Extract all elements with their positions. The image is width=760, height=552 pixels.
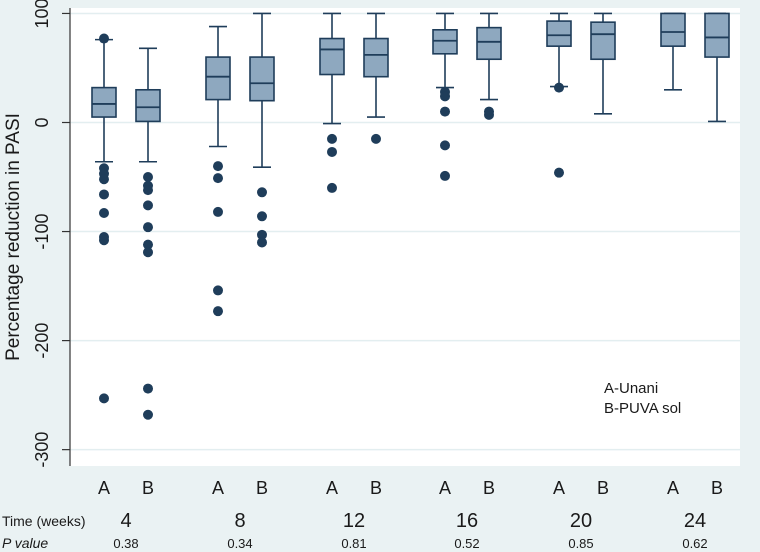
time-value: 4 xyxy=(120,510,131,532)
plot-area xyxy=(70,8,740,466)
y-tick-label: 100 xyxy=(32,0,52,28)
outlier-point xyxy=(327,146,337,157)
box-label: B xyxy=(711,478,723,498)
box-iqr xyxy=(546,20,572,47)
y-tick-label: -200 xyxy=(32,323,52,359)
outlier-point xyxy=(143,185,153,196)
outlier-point xyxy=(99,393,109,404)
legend-entry-b: B-PUVA sol xyxy=(604,400,681,417)
outlier-point xyxy=(554,167,564,178)
box-iqr xyxy=(91,86,117,118)
outlier-point xyxy=(440,170,450,181)
outlier-point xyxy=(143,247,153,258)
p-value-row-title: P value xyxy=(2,535,48,551)
p-value: 0.52 xyxy=(454,536,479,551)
outlier-point xyxy=(257,187,267,198)
box-label: A xyxy=(439,478,451,498)
outlier-point xyxy=(213,206,223,217)
outlier-point xyxy=(213,161,223,172)
outlier-point xyxy=(99,208,109,219)
legend: A-Unani B-PUVA sol xyxy=(604,380,681,417)
outlier-point xyxy=(257,237,267,248)
outlier-point xyxy=(484,109,494,120)
y-axis-title: Percentage reduction in PASI xyxy=(3,113,24,361)
outlier-point xyxy=(440,106,450,117)
outlier-point xyxy=(327,133,337,144)
outlier-point xyxy=(257,229,267,240)
time-value: 20 xyxy=(570,510,592,532)
y-tick-label: -300 xyxy=(32,432,52,468)
time-value: 16 xyxy=(456,510,478,532)
box-series xyxy=(91,12,730,420)
outlier-point xyxy=(213,285,223,296)
p-value: 0.85 xyxy=(568,536,593,551)
outlier-point xyxy=(99,235,109,246)
box-label: B xyxy=(370,478,382,498)
box-label: A xyxy=(212,478,224,498)
time-value: 24 xyxy=(684,510,706,532)
p-value: 0.81 xyxy=(341,536,366,551)
outlier-point xyxy=(143,239,153,250)
time-value: 8 xyxy=(234,510,245,532)
box-label: B xyxy=(483,478,495,498)
outlier-point xyxy=(371,133,381,144)
box-label: B xyxy=(597,478,609,498)
p-value: 0.38 xyxy=(113,536,138,551)
box-iqr xyxy=(432,29,458,55)
box-iqr xyxy=(476,26,502,61)
box-label: A xyxy=(326,478,338,498)
outlier-point xyxy=(257,211,267,222)
box-label: B xyxy=(142,478,154,498)
outlier-point xyxy=(99,174,109,185)
outlier-point xyxy=(440,91,450,102)
y-tick-label: -100 xyxy=(32,214,52,250)
time-value: 12 xyxy=(343,510,365,532)
outlier-point xyxy=(213,173,223,184)
outlier-point xyxy=(143,383,153,394)
outlier-point xyxy=(143,172,153,183)
box-label: A xyxy=(553,478,565,498)
outlier-point xyxy=(99,189,109,200)
box-iqr xyxy=(660,12,686,47)
gridlines xyxy=(70,12,740,451)
legend-entry-a: A-Unani xyxy=(604,380,658,397)
box-label: A xyxy=(667,478,679,498)
p-value: 0.62 xyxy=(682,536,707,551)
box-label: B xyxy=(256,478,268,498)
outlier-point xyxy=(143,200,153,211)
box-iqr xyxy=(319,37,345,76)
outlier-point xyxy=(143,409,153,420)
outlier-point xyxy=(143,222,153,233)
outlier-point xyxy=(440,140,450,151)
outlier-point xyxy=(554,82,564,93)
box-iqr xyxy=(590,21,616,61)
box-label: A xyxy=(98,478,110,498)
box-iqr xyxy=(205,56,231,101)
time-row-title: Time (weeks) xyxy=(2,513,86,529)
outlier-point xyxy=(213,306,223,317)
outlier-point xyxy=(327,182,337,193)
box-iqr xyxy=(249,56,275,102)
y-tick-label: 0 xyxy=(32,117,52,127)
box-iqr xyxy=(135,88,161,123)
p-value: 0.34 xyxy=(227,536,252,551)
outlier-point xyxy=(99,33,109,44)
box-iqr xyxy=(704,12,730,58)
box-iqr xyxy=(363,37,389,78)
y-axis: 100 0 -100 -200 -300 xyxy=(32,0,71,468)
